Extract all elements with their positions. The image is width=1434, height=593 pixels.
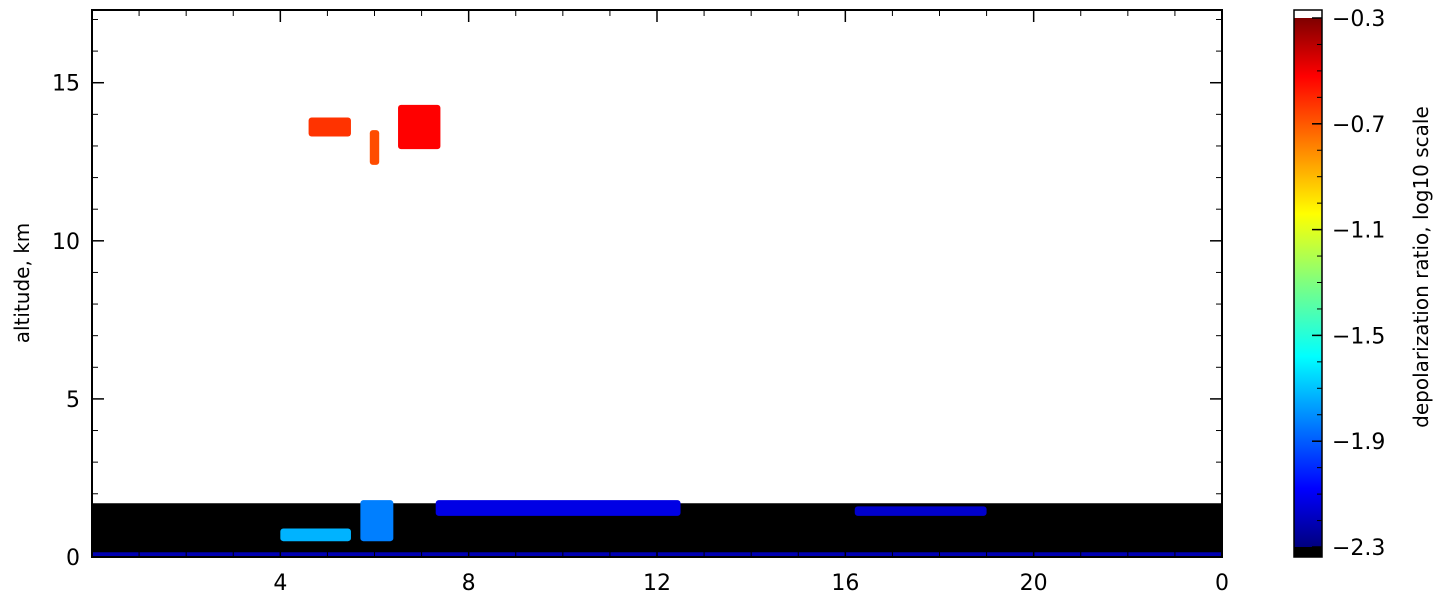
heatmap-region-cirrus — [369, 130, 380, 165]
colorbar-under-patch — [1294, 547, 1322, 557]
colorbar-over-patch — [1294, 10, 1322, 18]
y-tick-label: 0 — [66, 546, 80, 571]
x-tick-label: 0 — [1215, 571, 1229, 593]
y-axis-ticks: 0 5 10 15 — [52, 18, 1222, 571]
x-tick-label: 20 — [1020, 571, 1048, 593]
heatmap-region-boundary-layer-top — [854, 506, 987, 516]
x-tick-label: 4 — [273, 571, 287, 593]
y-axis-label: altitude, km — [10, 223, 34, 344]
x-tick-label: 12 — [643, 571, 671, 593]
x-tick-label: 16 — [831, 571, 859, 593]
x-axis-ticks: 4 8 12 16 20 0 — [138, 10, 1229, 593]
heatmap-region-cirrus — [308, 117, 351, 137]
plot-area: 4 8 12 16 20 0 0 5 10 15 — [52, 9, 1229, 593]
colorbar-label: depolarization ratio, log10 scale — [1409, 106, 1433, 428]
colorbar-tick-label: −0.7 — [1332, 113, 1385, 138]
colorbar-tick-label: −2.3 — [1332, 536, 1385, 561]
colorbar-tick-label: −1.1 — [1332, 219, 1385, 244]
heatmap-region-boundary-layer-top — [435, 500, 681, 516]
y-tick-label: 5 — [66, 388, 80, 413]
y-tick-label: 10 — [52, 230, 80, 255]
x-tick-label: 8 — [462, 571, 476, 593]
colorbar-ticks: −2.3 −1.9 −1.5 −1.1 −0.7 −0.3 — [1312, 7, 1385, 561]
heatmap-region-cirrus — [398, 104, 441, 150]
heatmap-region-aerosol — [360, 500, 394, 542]
colorbar-frame — [1293, 9, 1323, 558]
colorbar-tick-label: −1.5 — [1332, 324, 1385, 349]
heatmap-region-aerosol — [280, 528, 351, 542]
plot-background — [92, 10, 1222, 557]
colorbar-tick-label: −0.3 — [1332, 7, 1385, 32]
y-tick-label: 15 — [52, 72, 80, 97]
colorbar: −2.3 −1.9 −1.5 −1.1 −0.7 −0.3 depolarization … — [1293, 7, 1433, 561]
colorbar-tick-label: −1.9 — [1332, 430, 1385, 455]
